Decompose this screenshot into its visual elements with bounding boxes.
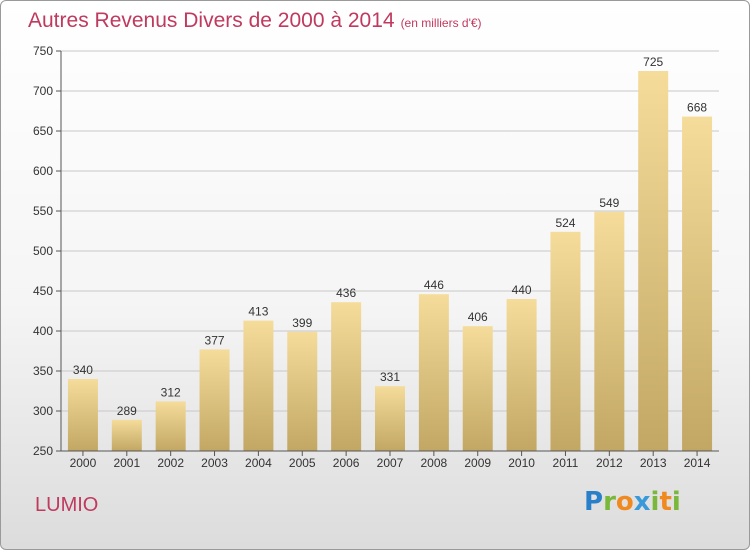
x-tick-label: 2007	[377, 456, 404, 470]
bar	[243, 320, 274, 451]
bar	[550, 231, 581, 451]
bar	[155, 401, 186, 451]
y-tick-label: 500	[33, 244, 53, 258]
x-tick-label: 2012	[596, 456, 623, 470]
bar	[462, 326, 493, 451]
logo-letter: x	[633, 487, 651, 517]
logo-letter: t	[659, 487, 672, 517]
x-tick-label: 2010	[508, 456, 535, 470]
bar	[506, 299, 537, 451]
bar	[111, 419, 142, 451]
y-tick-label: 400	[33, 324, 53, 338]
bar-value-label: 524	[555, 216, 575, 230]
bar	[375, 386, 405, 451]
chart-unit: (en milliers d'€)	[400, 16, 482, 30]
logo-letter: o	[615, 487, 634, 517]
bar-value-label: 440	[512, 283, 532, 297]
bar-value-label: 406	[468, 310, 488, 324]
y-tick-label: 350	[33, 364, 53, 378]
x-tick-label: 2001	[113, 456, 140, 470]
bars	[67, 71, 713, 451]
bar-value-label: 446	[424, 278, 444, 292]
logo-letter: i	[650, 487, 660, 517]
y-tick-label: 700	[33, 84, 53, 98]
bar-value-label: 340	[73, 363, 93, 377]
bar-value-label: 413	[248, 305, 268, 319]
axes	[56, 50, 719, 456]
bar	[682, 116, 713, 451]
chart-title-text: Autres Revenus Divers de 2000 à 2014	[28, 9, 395, 32]
bar-value-label: 377	[205, 333, 225, 347]
y-tick-label: 550	[33, 204, 53, 218]
y-tick-label: 300	[33, 404, 53, 418]
logo-letter: P	[584, 487, 604, 517]
proxiti-logo: Proxiti	[584, 487, 681, 517]
bar-value-label: 725	[643, 55, 663, 69]
y-tick-label: 600	[33, 164, 53, 178]
y-tick-label: 450	[33, 284, 53, 298]
logo-letter: i	[671, 487, 681, 517]
bar	[67, 379, 98, 451]
x-tick-label: 2009	[464, 456, 491, 470]
logo-letter: r	[603, 487, 616, 517]
bar	[594, 211, 625, 451]
bar	[418, 294, 449, 451]
x-tick-label: 2005	[289, 456, 316, 470]
chart-title: Autres Revenus Divers de 2000 à 2014 (en …	[28, 9, 482, 33]
bar	[199, 349, 230, 451]
bar	[331, 302, 362, 451]
bar-value-label: 312	[161, 385, 181, 399]
x-tick-label: 2002	[157, 456, 184, 470]
x-tick-label: 2011	[553, 456, 579, 470]
bar-value-label: 549	[599, 196, 619, 210]
bar-value-label: 668	[687, 101, 707, 115]
y-tick-label: 250	[33, 444, 53, 458]
x-tick-label: 2014	[684, 456, 711, 470]
bar-value-label: 289	[117, 404, 137, 418]
bar	[638, 71, 669, 451]
y-tick-label: 750	[33, 44, 53, 58]
x-tick-label: 2000	[70, 456, 97, 470]
y-tick-label: 650	[33, 124, 53, 138]
place-name: LUMIO	[35, 494, 99, 516]
x-tick-label: 2008	[421, 456, 448, 470]
x-tick-label: 2004	[245, 456, 272, 470]
labels: 250 300 350 400 450 500 550 600 650 700 750 340 2000…	[33, 44, 711, 470]
x-tick-label: 2003	[201, 456, 228, 470]
x-tick-label: 2006	[333, 456, 360, 470]
bar-value-label: 331	[380, 370, 400, 384]
bar-value-label: 436	[336, 286, 356, 300]
bar-value-label: 399	[292, 316, 312, 330]
bar	[287, 331, 318, 451]
x-tick-label: 2013	[640, 456, 667, 470]
